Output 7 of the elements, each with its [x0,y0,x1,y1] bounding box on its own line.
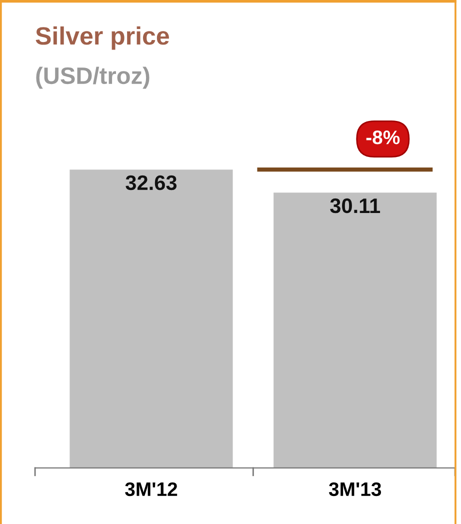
data-label: 30.11 [330,198,380,214]
x-tick-label: 3M'12 [125,482,178,496]
annotation: -8% [366,130,400,144]
x-tick-label: 3M'13 [328,482,382,496]
chart-subtitle: (USD/troz) [36,66,150,89]
chart-title: Silver price [36,26,169,50]
data-label: 32.63 [126,175,177,190]
